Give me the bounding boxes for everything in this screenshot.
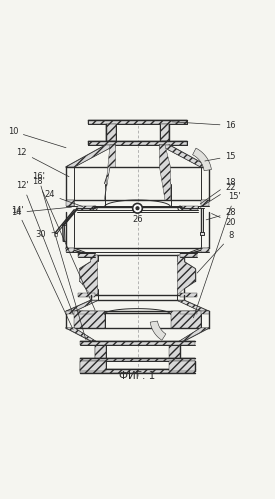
Polygon shape <box>201 248 209 251</box>
Text: 16: 16 <box>172 121 236 130</box>
Polygon shape <box>180 253 197 256</box>
Text: 8: 8 <box>197 232 234 273</box>
Polygon shape <box>80 369 195 373</box>
Polygon shape <box>192 148 211 171</box>
Polygon shape <box>78 293 95 297</box>
Text: 26: 26 <box>132 215 143 224</box>
Bar <box>200 232 204 235</box>
Text: 18': 18' <box>32 177 95 310</box>
Polygon shape <box>106 124 116 141</box>
Text: 12': 12' <box>16 181 73 314</box>
Polygon shape <box>95 343 106 359</box>
Polygon shape <box>177 300 209 311</box>
Polygon shape <box>66 328 98 343</box>
Text: 12: 12 <box>16 148 69 177</box>
Polygon shape <box>74 311 104 328</box>
Polygon shape <box>169 343 180 359</box>
Polygon shape <box>80 361 106 371</box>
Text: 30: 30 <box>36 230 56 239</box>
Text: 14': 14' <box>11 206 73 329</box>
Polygon shape <box>80 358 195 361</box>
Polygon shape <box>78 310 95 314</box>
Circle shape <box>134 205 141 212</box>
Polygon shape <box>177 328 209 343</box>
Text: 15': 15' <box>193 192 241 318</box>
Polygon shape <box>150 321 166 340</box>
Polygon shape <box>201 200 209 206</box>
Polygon shape <box>80 341 195 345</box>
Polygon shape <box>66 300 98 311</box>
Polygon shape <box>78 253 95 256</box>
Circle shape <box>136 207 139 210</box>
Polygon shape <box>170 311 201 328</box>
Text: 28: 28 <box>206 208 236 220</box>
Polygon shape <box>160 145 209 167</box>
Polygon shape <box>160 145 170 200</box>
Text: 20: 20 <box>211 214 236 227</box>
Text: 14: 14 <box>11 207 72 217</box>
Text: 18: 18 <box>200 178 236 204</box>
Polygon shape <box>80 255 98 295</box>
Polygon shape <box>66 311 82 314</box>
Polygon shape <box>88 141 187 145</box>
Polygon shape <box>160 124 169 141</box>
Polygon shape <box>66 248 74 251</box>
Text: 22: 22 <box>200 183 236 207</box>
Polygon shape <box>180 293 197 297</box>
Text: 15: 15 <box>205 152 236 161</box>
Polygon shape <box>192 311 209 314</box>
Polygon shape <box>66 145 116 167</box>
Circle shape <box>133 203 142 213</box>
Text: ФИГ. 1: ФИГ. 1 <box>119 371 156 381</box>
Polygon shape <box>88 120 187 124</box>
Polygon shape <box>77 206 94 210</box>
Polygon shape <box>169 361 195 371</box>
Polygon shape <box>66 200 74 206</box>
Polygon shape <box>104 145 116 200</box>
Text: 10: 10 <box>8 127 19 136</box>
Polygon shape <box>177 255 195 295</box>
Text: 16': 16' <box>32 172 86 339</box>
Polygon shape <box>182 206 198 210</box>
Text: 24: 24 <box>44 190 82 207</box>
Polygon shape <box>180 310 197 314</box>
